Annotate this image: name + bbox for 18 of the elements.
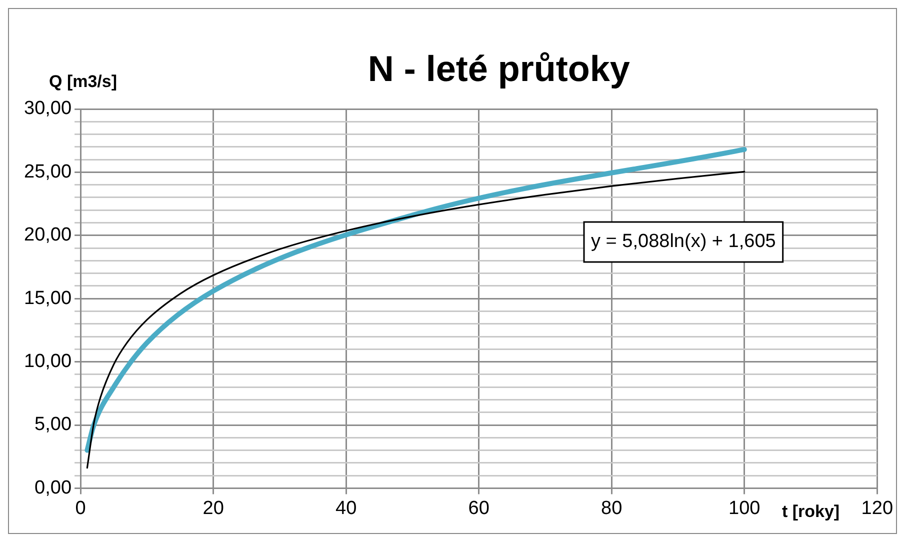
x-tick-label: 80 bbox=[601, 498, 622, 519]
y-tick-label: 0,00 bbox=[34, 477, 72, 498]
x-tick-label: 20 bbox=[202, 498, 224, 519]
y-tick-label: 5,00 bbox=[34, 414, 72, 436]
x-tick-label: 0 bbox=[75, 498, 86, 519]
x-tick-label: 60 bbox=[468, 498, 490, 519]
y-tick-label: 30,00 bbox=[24, 98, 72, 120]
y-tick-label: 10,00 bbox=[24, 351, 72, 372]
x-axis-title: t [roky] bbox=[782, 502, 840, 521]
x-tick-label: 40 bbox=[336, 498, 357, 519]
y-axis-title: Q [m3/s] bbox=[49, 72, 118, 92]
x-tick-label: 120 bbox=[861, 498, 893, 519]
x-tick-label: 100 bbox=[728, 498, 760, 519]
chart-title: N - leté průtoky bbox=[368, 48, 630, 89]
annotation: y = 5,088ln(x) + 1,605 bbox=[591, 231, 776, 252]
y-tick-label: 25,00 bbox=[24, 161, 72, 182]
y-tick-label: 15,00 bbox=[24, 288, 72, 309]
y-tick-label: 20,00 bbox=[24, 224, 72, 246]
